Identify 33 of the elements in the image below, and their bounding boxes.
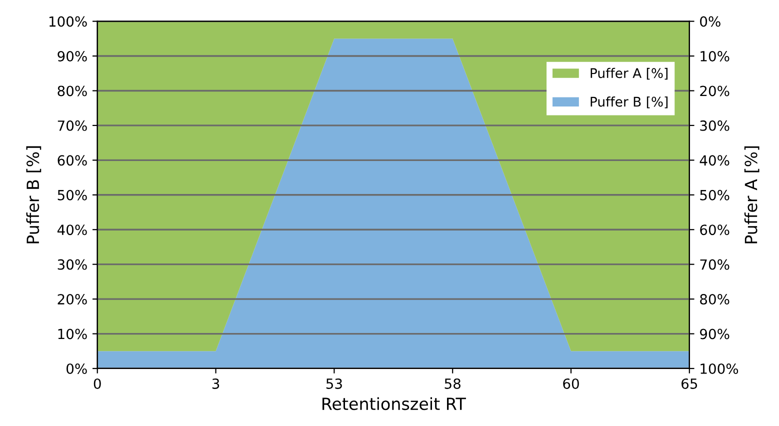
y-tick-label: 100% [49,16,87,27]
x-tick-label: 60 [563,378,579,389]
x-axis-title: Retentionszeit RT [322,397,466,410]
y-tick-label: 30% [58,259,87,270]
x-tick-label: 53 [326,378,342,389]
y2-tick-label: 60% [700,224,730,236]
y2-tick-label: 80% [700,294,730,305]
y-tick-label: 10% [58,328,87,340]
y-tick-label: 50% [58,190,87,200]
x-tick-label: 3 [212,378,220,389]
legend-label: Puffer B [%] [590,96,668,108]
x-tick-label: 0 [94,378,101,389]
y-tick-label: 70% [58,120,87,131]
y-tick-label: 90% [58,50,87,62]
y-axis-title: Puffer B [%] [26,146,42,244]
y2-tick-label: 70% [700,259,730,270]
y-tick-label: 60% [58,155,87,166]
y-tick-label: 20% [58,294,87,305]
y2-tick-label: 40% [700,155,730,166]
y2-tick-label: 100% [700,363,738,374]
y2-tick-label: 30% [700,120,730,131]
y2-tick-label: 90% [700,328,730,340]
y-tick-label: 80% [58,86,87,96]
x-tick-label: 58 [444,378,460,389]
y-tick-label: 40% [57,224,87,236]
y2-tick-label: 10% [700,50,730,62]
y2-axis-title: Puffer A [%] [744,146,760,244]
y2-tick-label: 0% [700,16,720,27]
legend-label: Puffer A [%] [590,68,668,80]
x-tick-label: 65 [682,378,698,389]
y2-tick-label: 20% [700,86,730,96]
y2-tick-label: 50% [700,190,730,200]
y-tick-label: 0% [66,363,87,374]
